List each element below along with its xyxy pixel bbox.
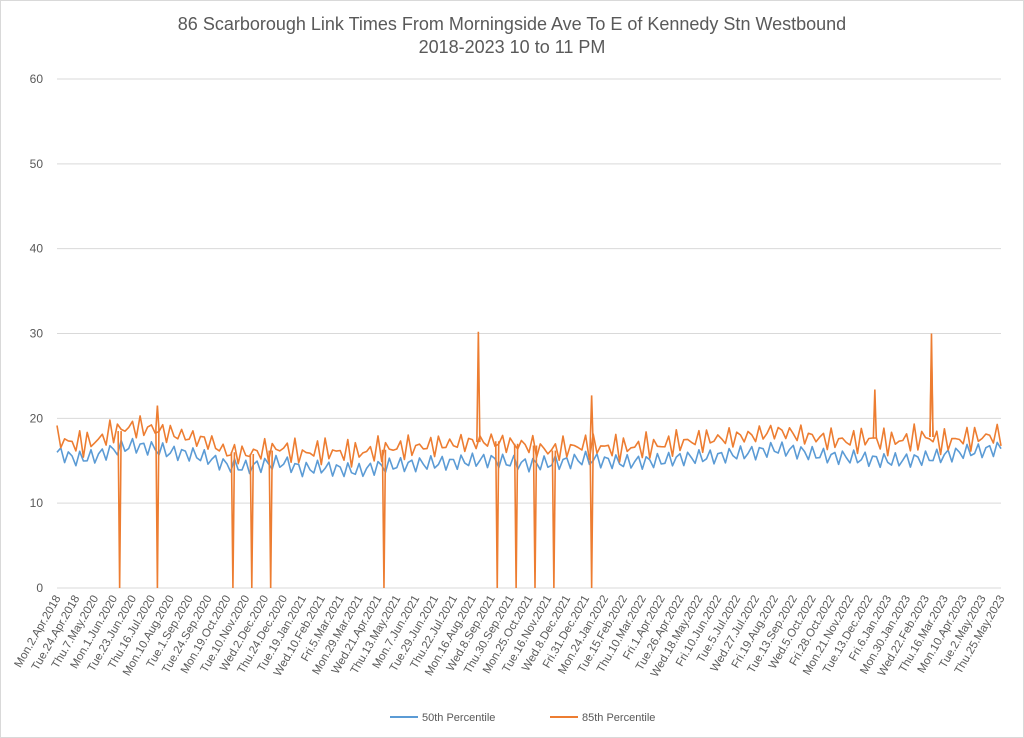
chart-title-line-1: 86 Scarborough Link Times From Morningsi… [178,14,846,34]
spike-85th [117,431,122,589]
series-lines [56,331,1002,589]
spike-85th [476,331,481,443]
spike-85th [929,333,934,438]
spike-85th [872,389,878,439]
spike-85th [532,445,538,589]
spike-85th [230,452,236,589]
legend-label: 85th Percentile [582,712,655,724]
spike-85th [589,395,594,446]
legend: 50th Percentile 85th Percentile [390,712,655,724]
spike-85th [155,428,160,589]
series-line-85th [56,415,1002,468]
series-line-50th [56,437,1002,478]
spike-85th [551,450,557,589]
spike-85th [155,405,160,429]
y-tick-label-50: 50 [30,157,44,171]
spike-85th [268,450,273,589]
y-tick-label-0: 0 [36,581,43,595]
y-tick-label-10: 10 [30,496,44,510]
spike-85th [249,453,255,589]
spike-85th [513,443,519,589]
y-tick-label-40: 40 [30,242,44,256]
gridlines [57,78,1001,589]
spike-85th [589,445,594,589]
chart-title-line-2: 2018-2023 10 to 11 PM [419,37,606,57]
y-axis-ticks: 0 10 20 30 40 50 60 [30,72,44,595]
spike-85th [494,441,500,589]
y-tick-label-60: 60 [30,72,44,86]
x-axis-ticks: Mon.2.Apr.2018Tue.24.Apr.2018Thu.7.May.2… [13,594,1008,680]
y-tick-label-30: 30 [30,327,44,341]
y-tick-label-20: 20 [30,411,44,425]
spike-85th [381,449,387,589]
legend-label: 50th Percentile [422,712,495,724]
